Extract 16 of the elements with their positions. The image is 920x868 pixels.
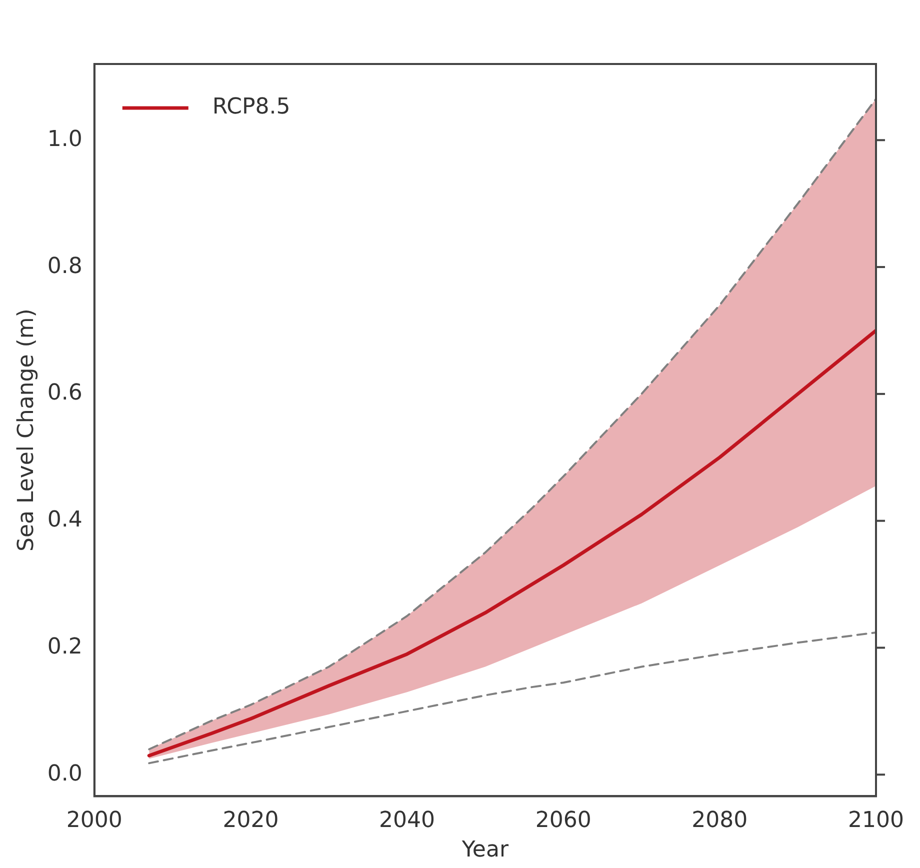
y-tick-label: 0.6 [47, 380, 82, 406]
x-tick-label: 2000 [66, 808, 122, 834]
line-series [148, 632, 876, 764]
y-tick-label: 0.2 [47, 634, 82, 660]
x-tick-label: 2020 [222, 808, 279, 834]
y-tick-label: 0.0 [47, 761, 82, 786]
y-tick-label: 0.4 [47, 508, 82, 533]
y-tick-label: 0.8 [47, 254, 82, 279]
y-tick-label: 1.0 [47, 126, 82, 152]
x-tick-label: 2100 [848, 808, 904, 834]
x-axis-title: Year [460, 838, 510, 863]
x-tick-label: 2040 [379, 808, 436, 834]
legend-label: RCP8.5 [212, 94, 290, 120]
y-axis-title: Sea Level Change (m) [14, 308, 39, 552]
x-tick-label: 2060 [535, 808, 592, 834]
x-tick-label: 2080 [692, 808, 748, 834]
